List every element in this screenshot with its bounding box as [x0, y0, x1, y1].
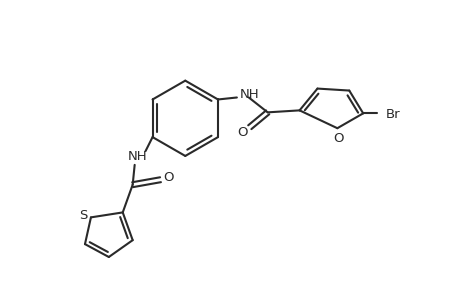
- Text: O: O: [163, 171, 174, 184]
- Text: NH: NH: [128, 150, 147, 164]
- Text: O: O: [237, 126, 247, 139]
- Text: Br: Br: [385, 108, 399, 121]
- Text: O: O: [332, 132, 343, 145]
- Text: NH: NH: [239, 88, 259, 101]
- Text: S: S: [78, 209, 87, 222]
